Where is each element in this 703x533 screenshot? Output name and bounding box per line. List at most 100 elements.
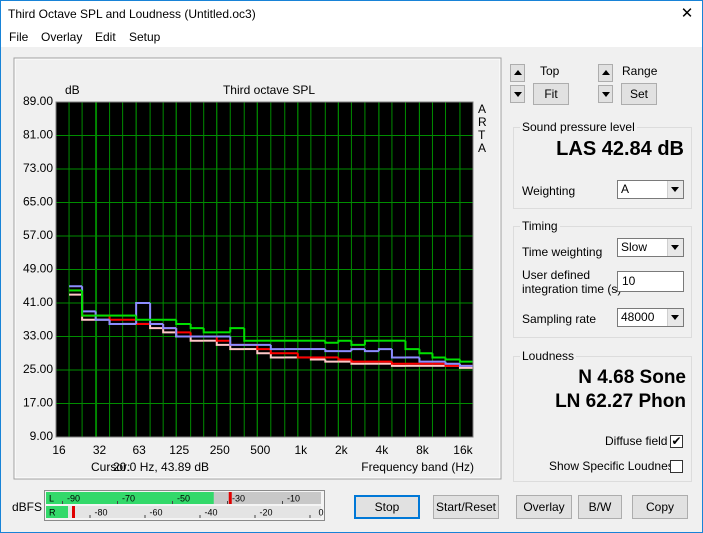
y-tick-label: 9.00 [30,429,54,443]
meter-tick-label: -60 [149,507,162,517]
y-tick-label: 73.00 [23,161,53,175]
fit-button[interactable]: Fit [533,83,569,105]
spl-step [324,349,339,353]
spl-step [243,328,258,342]
y-axis-label: dB [65,83,80,97]
spl-step [94,311,110,321]
y-tick-label: 17.00 [23,396,53,410]
loudness-group: Loudness [513,349,692,482]
group-title: Sound pressure level [520,120,637,134]
weighting-select[interactable]: A [617,180,684,199]
spl-step [108,319,123,325]
menu-item[interactable]: Edit [95,30,116,44]
spl-step [229,327,245,333]
spl-step [81,290,96,317]
chart: Third octave SPL dB Cursor: 20.0 Hz, 43.… [13,57,502,480]
spl-step [337,357,352,361]
spl-step [324,359,339,363]
title-bar [1,1,702,30]
top-label: Top [540,64,560,78]
x-tick-label: 250 [210,443,230,457]
spl-step [458,359,473,363]
overlay-button[interactable]: Overlay [516,495,572,519]
spl-step [458,363,473,367]
spl-value: LAS 42.84 dB [556,138,684,160]
meter-tick-label: 0 [318,507,323,517]
y-tick-label: 41.00 [23,295,53,309]
stop-button[interactable]: Stop [354,495,420,519]
spl-step [296,353,311,359]
specific-checkbox[interactable] [670,460,683,473]
y-tick-label: 89.00 [23,94,53,108]
meter-tick-label: -50 [177,493,190,503]
x-tick-label: 2k [335,443,349,457]
group-title: Timing [520,219,560,233]
plot-border [55,101,474,438]
x-tick-label: 4k [376,443,390,457]
cursor-label: Cursor: [91,460,130,474]
x-tick-label: 16k [453,443,473,457]
spl-step [189,323,204,330]
spl-group: Sound pressure level [513,120,692,209]
range-down[interactable] [598,85,613,103]
window-title: Third Octave SPL and Loudness (Untitled.… [8,7,256,21]
x-tick-label: 125 [169,443,189,457]
spl-step [229,344,245,351]
spl-step [444,361,460,365]
x-tick-label: 32 [93,443,107,457]
range-up[interactable] [598,64,613,82]
spl-step [215,340,231,346]
integration-label: User defined integration time (s) [522,268,622,296]
side-label: ARTA [478,102,487,155]
menu-item[interactable]: Overlay [41,30,83,44]
meter-peak [228,492,232,504]
spl-step [418,349,433,355]
time-weighting-select[interactable]: Slow [617,238,684,257]
spl-step [363,339,379,345]
set-button[interactable]: Set [621,83,657,105]
copy-button[interactable]: Copy [632,495,688,519]
sampling-rate-label: Sampling rate [522,312,597,326]
top-down[interactable] [510,85,525,103]
integration-input[interactable]: 10 [617,271,684,292]
level-meter: L -90 -70 -50 -30 -10 R -80 -60 -40 -20 0 [44,490,325,521]
spl-step [269,353,285,359]
meter-channel: L [49,493,54,503]
spl-step [149,303,164,325]
y-tick-label: 33.00 [23,329,53,343]
sampling-rate-select[interactable]: 48000 [617,308,684,327]
x-tick-label: 16 [52,443,66,457]
spl-step [202,328,217,334]
spl-step [377,348,392,352]
spl-step [162,328,177,334]
spl-step [390,349,406,359]
close-button[interactable]: ✕ [680,5,694,22]
meter-level [46,492,214,504]
y-tick-label: 25.00 [23,362,53,376]
spl-step [256,349,271,355]
bw-button[interactable]: B/W [578,495,622,519]
meter-tick-label: -10 [287,493,300,503]
top-up[interactable] [510,64,525,82]
meter-label: dBFS [12,500,43,514]
spl-step [269,349,285,355]
y-tick-label: 57.00 [23,228,53,242]
start-reset-button[interactable]: Start/Reset [433,495,499,519]
loudness-n: N 4.68 Sone [578,367,686,388]
x-tick-label: 63 [132,443,146,457]
menu-item[interactable]: File [9,30,29,44]
menu-item[interactable]: Setup [129,30,161,44]
loudness-ln: LN 62.27 Phon [555,391,686,412]
chart-frame-highlight [14,58,501,479]
diffuse-checkbox[interactable]: ✔ [670,434,683,448]
meter-tick-label: -90 [67,493,80,503]
meter-channel: R [49,507,56,517]
spl-step [135,315,151,321]
meter-tick-label: -20 [259,507,272,517]
spl-step [390,361,406,365]
spl-step [149,323,164,330]
time-weighting-label: Time weighting [522,245,603,259]
x-tick-label: 8k [416,443,430,457]
